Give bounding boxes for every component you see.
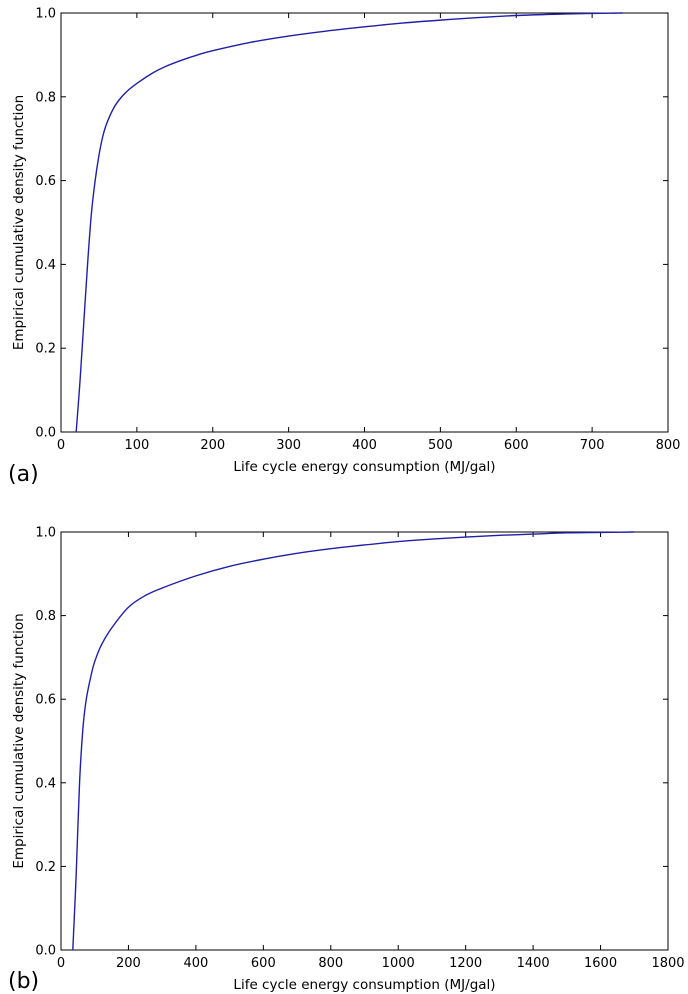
- x-tick-label: 600: [251, 956, 276, 971]
- x-tick-label: 300: [276, 438, 301, 453]
- y-tick-label: 1.0: [35, 7, 56, 22]
- x-tick-label: 1200: [449, 956, 482, 971]
- x-tick-label: 1600: [584, 956, 617, 971]
- x-tick-label: 800: [318, 956, 343, 971]
- chart-panel-a: 0 100 200 300 400 500 600 700 800 0.0 0.2 0.4 0.6 0.8…: [8, 7, 680, 488]
- x-axis-label: Life cycle energy consumption (MJ/gal): [233, 977, 495, 993]
- x-tick-label: 200: [116, 956, 141, 971]
- plot-frame: [60, 12, 669, 433]
- y-axis-label: Empirical cumulative density function: [11, 95, 27, 350]
- y-axis-label: Empirical cumulative density function: [11, 613, 27, 868]
- y-tick-label: 0.0: [35, 426, 56, 441]
- y-tick-label: 0.0: [35, 944, 56, 959]
- panel-label: (b): [8, 969, 39, 994]
- y-tick-label: 0.8: [35, 609, 56, 624]
- y-tick-label: 1.0: [35, 526, 56, 541]
- y-tick-label: 0.6: [35, 174, 56, 189]
- x-tick-label: 500: [428, 438, 453, 453]
- x-tick-label: 1800: [651, 956, 684, 971]
- x-tick-label: 600: [504, 438, 529, 453]
- x-tick-label: 700: [580, 438, 605, 453]
- plot-frame: [60, 531, 669, 951]
- x-tick-label: 400: [183, 956, 208, 971]
- x-tick-label: 0: [57, 956, 65, 971]
- x-tick-label: 100: [124, 438, 149, 453]
- x-tick-label: 400: [352, 438, 377, 453]
- y-tick-label: 0.6: [35, 693, 56, 708]
- panel-label: (a): [8, 462, 39, 487]
- y-tick-label: 0.4: [35, 258, 56, 273]
- y-tick-label: 0.8: [35, 90, 56, 105]
- y-tick-label: 0.4: [35, 776, 56, 791]
- x-tick-label: 0: [57, 438, 65, 453]
- y-tick-label: 0.2: [35, 860, 56, 875]
- ecdf-line: [72, 531, 635, 951]
- x-axis-label: Life cycle energy consumption (MJ/gal): [233, 459, 495, 475]
- x-tick-label: 800: [656, 438, 681, 453]
- ecdf-line: [75, 12, 623, 433]
- x-tick-label: 200: [200, 438, 225, 453]
- x-tick-label: 1400: [517, 956, 550, 971]
- y-tick-label: 0.2: [35, 342, 56, 357]
- x-tick-label: 1000: [382, 956, 415, 971]
- chart-panel-b: 0 200 400 600 800 1000 1200 1400 1600 1800 0.0 0.2 0…: [8, 526, 685, 994]
